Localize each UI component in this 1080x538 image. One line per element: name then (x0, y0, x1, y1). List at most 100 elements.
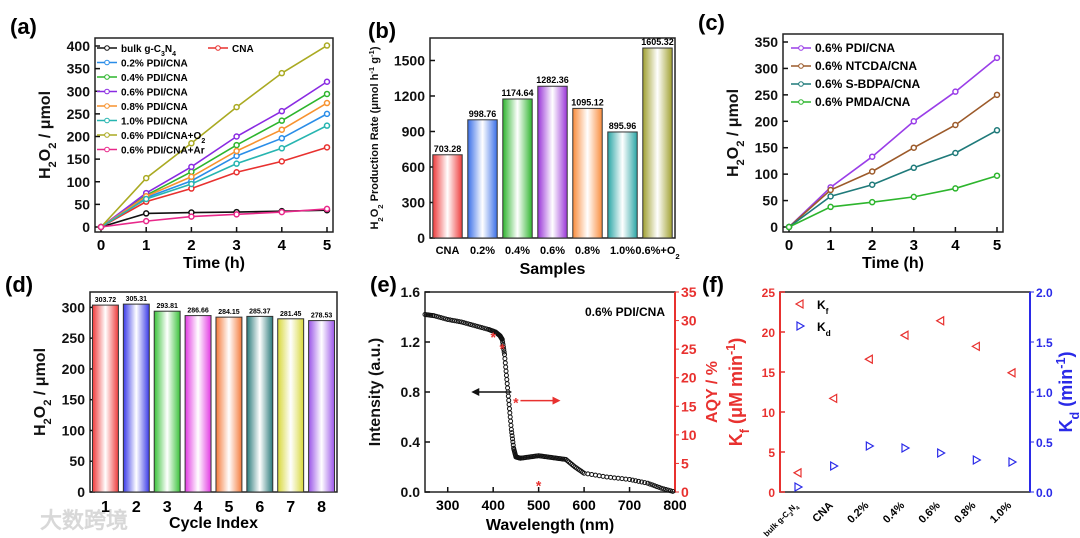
x-tick-label: 1 (142, 237, 150, 254)
y2-tick-label: 0.5 (1036, 436, 1053, 450)
text-part: 300 (436, 497, 460, 513)
spectrum-point (477, 324, 483, 330)
legend-marker (798, 99, 804, 105)
spectrum-point (667, 488, 673, 494)
x-tick-label: 700 (618, 497, 642, 513)
data-point (323, 205, 331, 213)
panel-label: (d) (5, 272, 33, 297)
text-part: 8 (317, 499, 326, 516)
legend-marker (104, 103, 110, 109)
y-tick-label: 900 (402, 123, 426, 139)
text-part: 0.0 (1036, 486, 1053, 500)
text-part: 4 (278, 237, 287, 254)
series-line (100, 209, 328, 228)
text-part: 800 (663, 497, 687, 513)
text-part: 2 (47, 143, 59, 149)
data-point (188, 140, 195, 147)
text-part: (e) (370, 272, 397, 297)
data-point (972, 454, 982, 466)
data-point (952, 185, 959, 192)
x-tick-label: 3 (163, 499, 172, 516)
text-part: 1 (142, 237, 150, 254)
y-tick-label: 0 (768, 486, 775, 500)
text-part: ) (1056, 352, 1076, 358)
text-part: CNA (810, 500, 835, 525)
bar-value-label: 278.53 (311, 313, 333, 320)
x-tick-label: 500 (527, 497, 551, 513)
text-part: 0.5 (1036, 436, 1053, 450)
x-tick-label: 4 (194, 499, 203, 516)
text-part: 7 (286, 499, 295, 516)
series-line (788, 94, 998, 228)
y-tick-label: 200 (62, 361, 86, 377)
legend-label: 1.0% PDI/CNA (121, 117, 188, 128)
bar-value-label: 285.37 (249, 308, 271, 315)
bar-value-label: 305.31 (126, 296, 148, 303)
text-part: 293.81 (156, 303, 178, 310)
y-tick-label: 350 (755, 34, 779, 50)
text-part: 0 (417, 230, 425, 246)
legend-marker (798, 81, 804, 87)
text-part: 25 (681, 341, 697, 357)
spectrum-point (510, 439, 516, 445)
data-point (899, 330, 909, 341)
bar (642, 47, 673, 239)
data-point (827, 193, 834, 200)
text-part: 2 (675, 252, 679, 261)
text-part: 4 (951, 237, 960, 254)
data-point (830, 460, 839, 472)
x-tick-label: 0.6% (540, 245, 565, 257)
data-point (868, 168, 876, 175)
text-part: 10 (762, 406, 776, 420)
legend-label: Kf (817, 298, 829, 316)
spectrum-point (502, 356, 508, 362)
bar-value-label: 1095.12 (571, 97, 604, 107)
text-part: 1.2 (401, 334, 421, 350)
y-tick-label: 0 (770, 219, 778, 235)
text-part: 0.6% PMDA/CNA (815, 95, 911, 109)
text-part: 1.0% PDI/CNA (121, 117, 188, 128)
text-part: 278.53 (311, 313, 333, 320)
y-tick-label: 0 (77, 484, 85, 500)
y-axis-label: H2O2 / μmol (37, 91, 59, 179)
data-point (868, 198, 876, 206)
y-tick-label: 0 (417, 230, 425, 246)
y2-tick-label: 1.0 (1036, 386, 1053, 400)
text-part: f (738, 428, 752, 433)
text-part: Samples (520, 261, 586, 278)
data-point (142, 210, 150, 217)
text-part: 4 (194, 499, 203, 516)
bar-value-label: 293.81 (156, 303, 178, 310)
text-part: 2 (47, 161, 59, 167)
y-axis-label: Kf (μM min-1) (724, 338, 752, 446)
y-tick-label: 1500 (394, 52, 425, 68)
spectrum-point (479, 325, 485, 331)
text-part: O (32, 406, 49, 418)
text-part: 0.6% PDI/CNA (121, 88, 188, 99)
x-tick-label: 0 (785, 237, 793, 254)
text-part: 5 (323, 237, 331, 254)
text-part: 500 (527, 497, 551, 513)
legend-marker (104, 132, 110, 138)
x-tick-label: 0.2% (845, 499, 871, 525)
text-part: 100 (62, 422, 86, 438)
x-tick-label: 400 (482, 497, 506, 513)
bar (246, 315, 274, 493)
data-point (278, 145, 286, 152)
spectrum-point (505, 393, 511, 399)
data-point (794, 481, 804, 493)
text-part: 200 (67, 129, 91, 145)
x-tick-label: 5 (323, 237, 331, 254)
text-part: ) (369, 46, 381, 50)
text-part: 0.6% PDI/CNA (815, 41, 895, 55)
data-point (910, 118, 918, 125)
text-part: O (37, 149, 54, 161)
text-part: 281.45 (280, 311, 302, 318)
legend-marker (215, 45, 221, 51)
x-tick-label: CNA (810, 500, 835, 525)
spectrum-point (506, 406, 512, 412)
bar (502, 98, 533, 239)
bar-value-label: 998.76 (469, 109, 497, 119)
legend-marker (104, 117, 110, 124)
